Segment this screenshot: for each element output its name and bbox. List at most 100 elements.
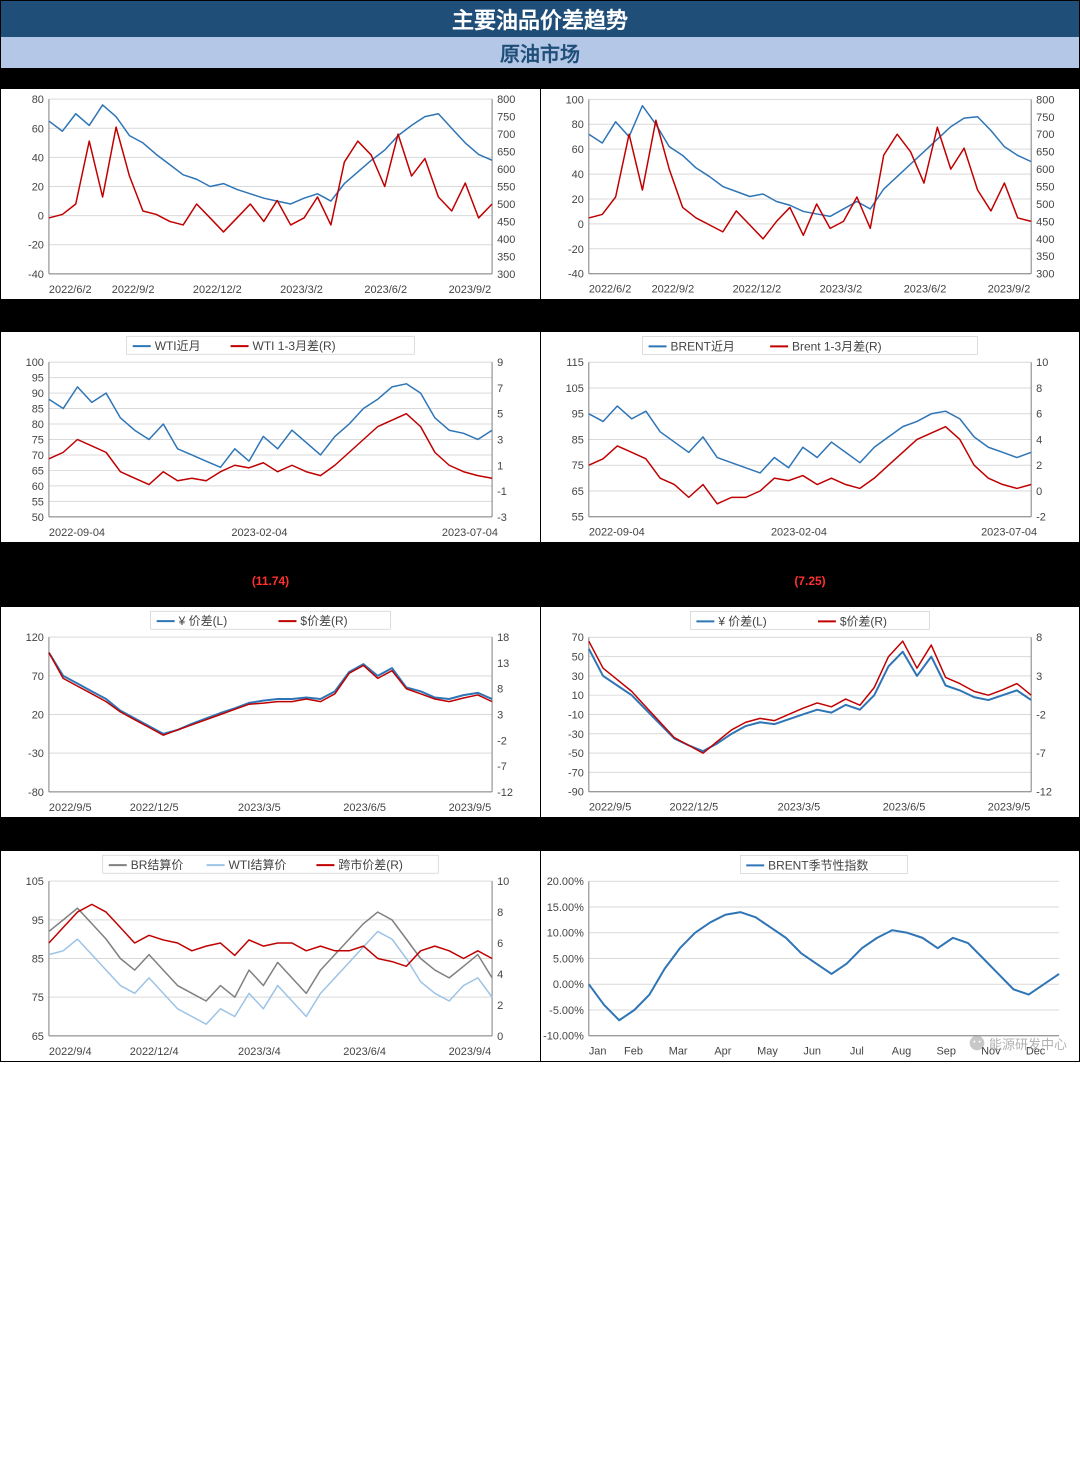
svg-text:2023/6/5: 2023/6/5 — [343, 802, 386, 814]
divider-3 — [1, 817, 1079, 831]
svg-text:-2: -2 — [497, 735, 507, 747]
svg-text:2023/3/4: 2023/3/4 — [238, 1045, 281, 1057]
svg-text:2023/9/2: 2023/9/2 — [988, 283, 1031, 295]
svg-text:0.00%: 0.00% — [553, 979, 584, 991]
svg-text:Jul: Jul — [850, 1045, 864, 1057]
svg-text:70: 70 — [572, 632, 584, 644]
svg-text:2022/9/5: 2022/9/5 — [589, 802, 632, 814]
row-4: 6575859510502468102022/9/42022/12/42023/… — [1, 831, 1079, 1061]
panel-head-c5: (11.74) — [1, 556, 540, 607]
svg-text:2023/6/2: 2023/6/2 — [364, 283, 407, 295]
svg-text:450: 450 — [497, 216, 515, 228]
svg-text:2023-07-04: 2023-07-04 — [981, 527, 1037, 539]
svg-text:80: 80 — [32, 94, 44, 106]
svg-text:2023-02-04: 2023-02-04 — [771, 527, 827, 539]
svg-text:Sep: Sep — [936, 1045, 955, 1057]
svg-text:2023-07-04: 2023-07-04 — [442, 527, 498, 539]
panel-c3: 50556065707580859095100-3-1135792022-09-… — [1, 313, 540, 543]
svg-text:100: 100 — [566, 94, 584, 106]
svg-text:120: 120 — [26, 632, 44, 644]
svg-text:700: 700 — [1036, 129, 1054, 141]
highlight-c6: (7.25) — [794, 574, 825, 588]
svg-text:65: 65 — [572, 486, 584, 498]
svg-text:Apr: Apr — [714, 1045, 731, 1057]
chart-c6: -90-70-50-30-1010305070-12-7-2382022/9/5… — [541, 607, 1079, 817]
svg-text:65: 65 — [32, 466, 44, 478]
svg-text:8: 8 — [1036, 632, 1042, 644]
svg-text:2022/6/2: 2022/6/2 — [49, 283, 92, 295]
svg-text:-12: -12 — [1036, 787, 1052, 799]
svg-text:300: 300 — [497, 268, 515, 280]
svg-text:60: 60 — [32, 123, 44, 135]
svg-text:2022/9/2: 2022/9/2 — [112, 283, 155, 295]
svg-text:2023/6/4: 2023/6/4 — [343, 1045, 386, 1057]
svg-text:85: 85 — [32, 953, 44, 965]
svg-text:2023/3/2: 2023/3/2 — [820, 283, 863, 295]
svg-text:2023/6/5: 2023/6/5 — [883, 802, 926, 814]
svg-text:3: 3 — [497, 709, 503, 721]
svg-text:40: 40 — [572, 169, 584, 181]
svg-text:800: 800 — [1036, 94, 1054, 106]
svg-text:-50: -50 — [568, 748, 584, 760]
svg-text:600: 600 — [1036, 164, 1054, 176]
svg-text:¥ 价差(L): ¥ 价差(L) — [178, 614, 228, 628]
watermark-text: 能源研发中心 — [989, 1034, 1067, 1053]
svg-text:115: 115 — [566, 357, 583, 369]
row-3: (11.74) -80-302070120-12-7-23813182022/9… — [1, 556, 1079, 817]
panel-c2: -40-200204060801003003504004505005506006… — [540, 69, 1079, 299]
svg-text:2023/6/2: 2023/6/2 — [904, 283, 947, 295]
svg-text:95: 95 — [572, 409, 584, 421]
svg-text:100: 100 — [26, 357, 44, 369]
svg-text:400: 400 — [1036, 233, 1054, 245]
svg-text:10: 10 — [1036, 357, 1048, 369]
svg-text:-10.00%: -10.00% — [543, 1030, 584, 1042]
dashboard-frame: 主要油品价差趋势 原油市场 -40-2002040608030035040045… — [0, 0, 1080, 1062]
svg-text:75: 75 — [32, 435, 44, 447]
panel-c5: (11.74) -80-302070120-12-7-23813182022/9… — [1, 556, 540, 817]
svg-text:2023-02-04: 2023-02-04 — [231, 527, 287, 539]
svg-text:Mar: Mar — [669, 1045, 688, 1057]
svg-text:95: 95 — [32, 373, 44, 385]
svg-text:750: 750 — [497, 111, 515, 123]
svg-text:BRENT季节性指数: BRENT季节性指数 — [768, 857, 868, 872]
svg-text:105: 105 — [26, 876, 44, 888]
svg-text:2: 2 — [497, 999, 503, 1011]
divider-1 — [1, 299, 1079, 313]
chart-c7: 6575859510502468102022/9/42022/12/42023/… — [1, 851, 540, 1061]
svg-text:15.00%: 15.00% — [547, 902, 584, 914]
svg-text:2023/3/5: 2023/3/5 — [778, 802, 821, 814]
svg-text:55: 55 — [572, 512, 584, 524]
svg-text:50: 50 — [572, 652, 584, 664]
svg-text:70: 70 — [32, 671, 44, 683]
svg-text:90: 90 — [32, 388, 44, 400]
svg-text:¥ 价差(L): ¥ 价差(L) — [717, 614, 766, 628]
svg-text:20: 20 — [572, 194, 584, 206]
svg-text:85: 85 — [32, 404, 44, 416]
panel-c6: (7.25) -90-70-50-30-1010305070-12-7-2382… — [540, 556, 1079, 817]
svg-text:350: 350 — [497, 251, 515, 263]
svg-text:0: 0 — [578, 218, 584, 230]
svg-text:700: 700 — [497, 129, 515, 141]
svg-text:-2: -2 — [1036, 512, 1046, 524]
panel-head-c2 — [541, 69, 1079, 89]
svg-text:650: 650 — [497, 146, 515, 158]
svg-text:0: 0 — [497, 1030, 503, 1042]
svg-text:5: 5 — [497, 409, 503, 421]
svg-text:BRENT近月: BRENT近月 — [671, 340, 735, 354]
svg-text:WTI 1-3月差(R): WTI 1-3月差(R) — [253, 339, 336, 353]
svg-text:95: 95 — [32, 914, 44, 926]
panel-head-c4 — [541, 313, 1079, 333]
svg-text:4: 4 — [497, 969, 503, 981]
panel-c4: 5565758595105115-202468102022-09-042023-… — [540, 313, 1079, 543]
svg-text:2023/3/5: 2023/3/5 — [238, 802, 281, 814]
svg-text:-80: -80 — [28, 787, 44, 799]
svg-text:BR结算价: BR结算价 — [131, 857, 184, 872]
svg-text:300: 300 — [1036, 268, 1054, 280]
svg-text:$价差(R): $价差(R) — [300, 614, 347, 628]
svg-text:2022/9/5: 2022/9/5 — [49, 802, 92, 814]
wechat-icon — [969, 1035, 985, 1051]
svg-text:-10: -10 — [568, 709, 584, 721]
svg-text:10.00%: 10.00% — [547, 927, 584, 939]
svg-text:2023/9/2: 2023/9/2 — [449, 283, 492, 295]
panel-c1: -40-200204060803003504004505005506006507… — [1, 69, 540, 299]
